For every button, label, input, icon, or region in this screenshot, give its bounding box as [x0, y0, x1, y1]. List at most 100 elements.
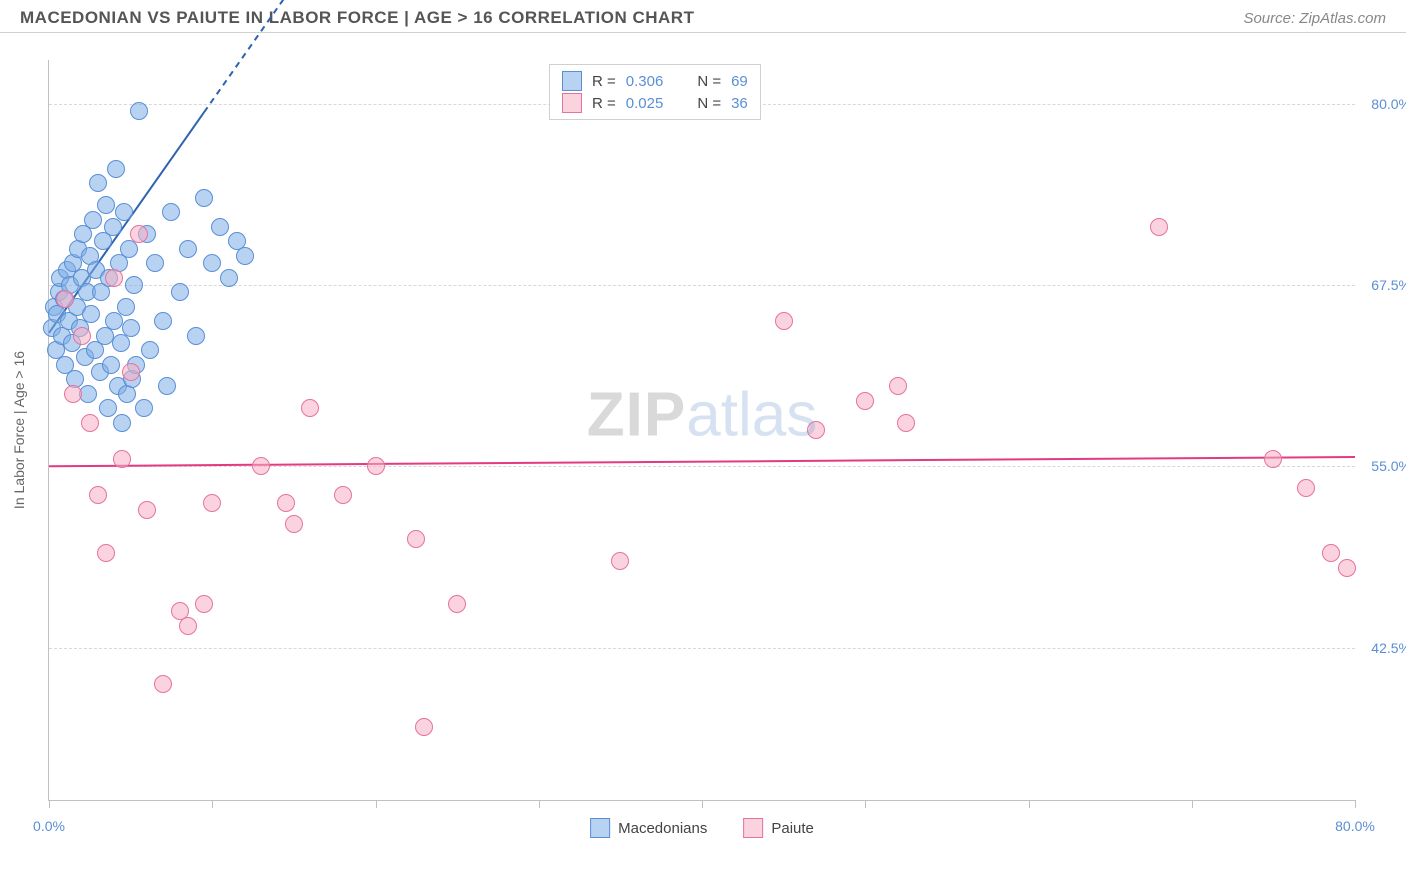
chart-plot-area: In Labor Force | Age > 16 42.5%55.0%67.5… [48, 60, 1355, 801]
data-point [81, 414, 99, 432]
data-point [105, 312, 123, 330]
data-point [285, 515, 303, 533]
chart-header: MACEDONIAN VS PAIUTE IN LABOR FORCE | AG… [0, 0, 1406, 33]
legend-swatch [562, 93, 582, 113]
data-point [187, 327, 205, 345]
x-tick [539, 800, 540, 808]
data-point [130, 102, 148, 120]
legend-series: Macedonians Paiute [590, 818, 814, 838]
x-tick-label: 0.0% [33, 818, 65, 834]
data-point [117, 298, 135, 316]
data-point [171, 283, 189, 301]
data-point [82, 305, 100, 323]
data-point [113, 414, 131, 432]
data-point [211, 218, 229, 236]
data-point [122, 363, 140, 381]
data-point [897, 414, 915, 432]
x-tick [1192, 800, 1193, 808]
data-point [154, 675, 172, 693]
r-label: R = [592, 95, 616, 112]
data-point [107, 160, 125, 178]
data-point [162, 203, 180, 221]
legend-item: Paiute [743, 818, 814, 838]
data-point [56, 290, 74, 308]
data-point [84, 211, 102, 229]
data-point [203, 494, 221, 512]
data-point [856, 392, 874, 410]
watermark: ZIPatlas [587, 380, 817, 451]
data-point [146, 254, 164, 272]
data-point [105, 269, 123, 287]
data-point [179, 617, 197, 635]
legend-label: Paiute [771, 820, 814, 837]
data-point [277, 494, 295, 512]
legend-stats: R = 0.306 N = 69 R = 0.025 N = 36 [549, 64, 761, 120]
gridline [49, 285, 1355, 286]
x-tick-label: 80.0% [1335, 818, 1375, 834]
data-point [1322, 544, 1340, 562]
data-point [89, 486, 107, 504]
data-point [611, 552, 629, 570]
data-point [97, 196, 115, 214]
data-point [195, 595, 213, 613]
data-point [141, 341, 159, 359]
x-tick [376, 800, 377, 808]
data-point [1150, 218, 1168, 236]
y-tick-label: 42.5% [1371, 640, 1406, 656]
data-point [73, 327, 91, 345]
data-point [99, 399, 117, 417]
x-tick [702, 800, 703, 808]
data-point [102, 356, 120, 374]
data-point [1338, 559, 1356, 577]
legend-stat-row: R = 0.025 N = 36 [562, 92, 748, 114]
legend-item: Macedonians [590, 818, 707, 838]
x-tick [212, 800, 213, 808]
data-point [889, 377, 907, 395]
chart-title: MACEDONIAN VS PAIUTE IN LABOR FORCE | AG… [20, 8, 694, 28]
n-value: 36 [731, 95, 748, 112]
data-point [448, 595, 466, 613]
data-point [179, 240, 197, 258]
legend-label: Macedonians [618, 820, 707, 837]
n-label: N = [697, 95, 721, 112]
r-label: R = [592, 73, 616, 90]
data-point [135, 399, 153, 417]
gridline [49, 466, 1355, 467]
data-point [158, 377, 176, 395]
gridline [49, 648, 1355, 649]
r-value: 0.025 [626, 95, 664, 112]
data-point [1264, 450, 1282, 468]
data-point [64, 385, 82, 403]
legend-swatch [743, 818, 763, 838]
data-point [104, 218, 122, 236]
data-point [407, 530, 425, 548]
y-tick-label: 55.0% [1371, 458, 1406, 474]
n-value: 69 [731, 73, 748, 90]
data-point [154, 312, 172, 330]
data-point [130, 225, 148, 243]
data-point [125, 276, 143, 294]
x-tick [49, 800, 50, 808]
y-tick-label: 67.5% [1371, 277, 1406, 293]
data-point [115, 203, 133, 221]
data-point [113, 450, 131, 468]
data-point [415, 718, 433, 736]
x-tick [865, 800, 866, 808]
data-point [252, 457, 270, 475]
data-point [122, 319, 140, 337]
legend-swatch [590, 818, 610, 838]
legend-swatch [562, 71, 582, 91]
y-axis-label: In Labor Force | Age > 16 [11, 351, 27, 509]
data-point [807, 421, 825, 439]
data-point [367, 457, 385, 475]
r-value: 0.306 [626, 73, 664, 90]
data-point [334, 486, 352, 504]
y-tick-label: 80.0% [1371, 96, 1406, 112]
data-point [195, 189, 213, 207]
data-point [301, 399, 319, 417]
data-point [97, 544, 115, 562]
n-label: N = [697, 73, 721, 90]
x-tick [1355, 800, 1356, 808]
data-point [138, 501, 156, 519]
legend-stat-row: R = 0.306 N = 69 [562, 70, 748, 92]
